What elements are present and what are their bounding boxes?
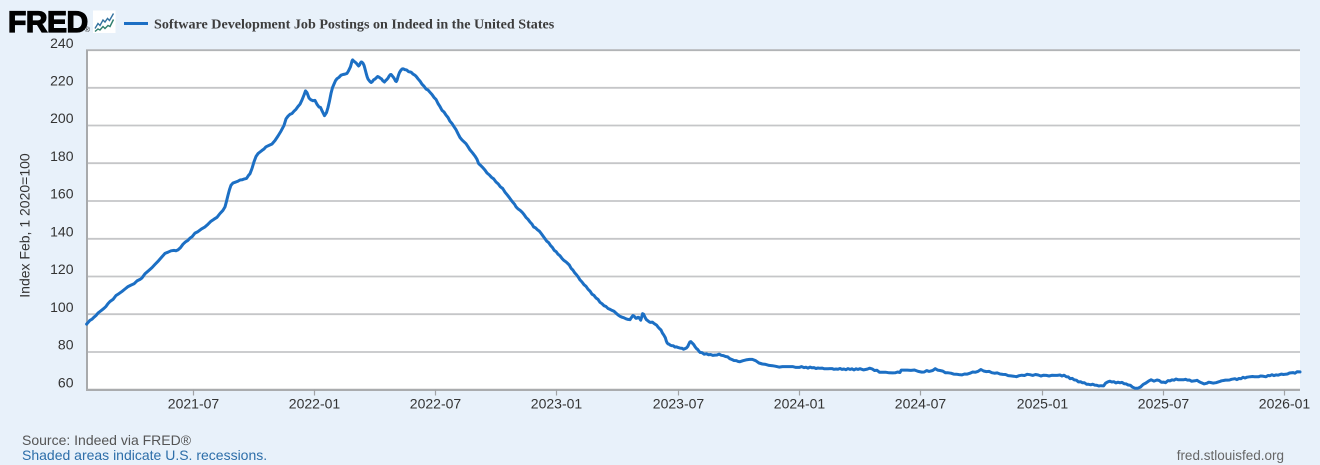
svg-text:FRED: FRED <box>8 6 88 39</box>
svg-text:Index Feb, 1 2020=100: Index Feb, 1 2020=100 <box>17 153 33 298</box>
svg-text:200: 200 <box>50 110 74 126</box>
svg-text:140: 140 <box>50 223 74 239</box>
svg-text:160: 160 <box>50 186 74 202</box>
svg-text:2023-01: 2023-01 <box>531 396 583 412</box>
svg-text:100: 100 <box>50 299 74 315</box>
svg-text:®: ® <box>85 25 91 34</box>
svg-text:2025-01: 2025-01 <box>1017 396 1069 412</box>
svg-text:120: 120 <box>50 261 74 277</box>
svg-text:2023-07: 2023-07 <box>653 396 705 412</box>
svg-text:220: 220 <box>50 73 74 89</box>
svg-text:80: 80 <box>58 337 74 353</box>
svg-text:Software Development Job Posti: Software Development Job Postings on Ind… <box>154 17 555 33</box>
svg-text:Source: Indeed via FRED®: Source: Indeed via FRED® <box>22 432 192 448</box>
svg-text:2022-07: 2022-07 <box>410 396 462 412</box>
svg-text:2024-07: 2024-07 <box>895 396 947 412</box>
svg-text:240: 240 <box>50 35 74 51</box>
svg-text:fred.stlouisfed.org: fred.stlouisfed.org <box>1177 448 1284 463</box>
svg-text:2024-01: 2024-01 <box>774 396 826 412</box>
svg-text:Shaded areas indicate U.S. rec: Shaded areas indicate U.S. recessions. <box>22 447 267 463</box>
svg-text:2025-07: 2025-07 <box>1138 396 1190 412</box>
svg-text:2022-01: 2022-01 <box>289 396 341 412</box>
svg-text:60: 60 <box>58 374 74 390</box>
svg-text:180: 180 <box>50 148 74 164</box>
svg-text:2021-07: 2021-07 <box>168 396 220 412</box>
svg-text:2026-01: 2026-01 <box>1259 396 1311 412</box>
